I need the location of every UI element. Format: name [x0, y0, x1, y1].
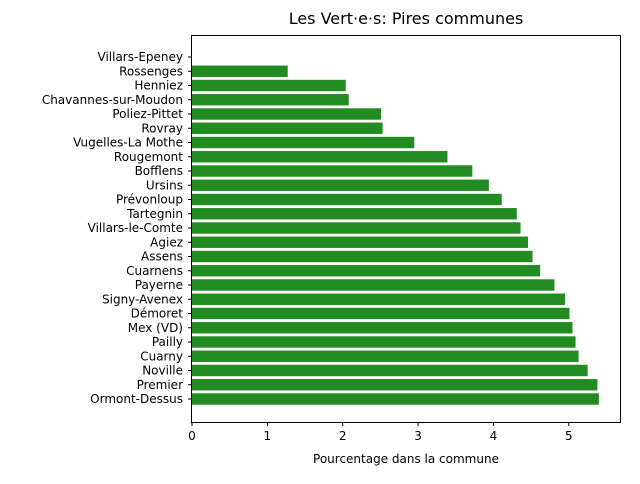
y-axis-ticks: Villars-EpeneyRossengesHenniezChavannes-… — [42, 50, 192, 406]
y-tick-label: Ursins — [146, 178, 183, 192]
bar — [192, 350, 579, 362]
plot-frame — [191, 35, 621, 423]
bar — [192, 250, 533, 263]
bar — [192, 293, 565, 305]
bar — [192, 364, 588, 377]
bar — [192, 179, 489, 191]
chart-title: Les Vert·e·s: Pires communes — [289, 9, 524, 28]
y-tick-label: Rossenges — [119, 64, 183, 78]
bar — [192, 379, 598, 391]
y-tick-label: Signy-Avenex — [102, 292, 183, 306]
x-axis-label: Pourcentage dans la commune — [313, 452, 499, 466]
x-tick-label: 2 — [339, 429, 347, 443]
x-tick-label: 0 — [188, 429, 196, 443]
x-axis-ticks: 0 1 2 3 4 5 — [188, 422, 573, 443]
x-tick-label: 5 — [565, 429, 573, 443]
bar — [192, 393, 599, 405]
y-tick-label: Ormont-Dessus — [90, 392, 183, 406]
y-tick-label: Démoret — [131, 307, 184, 321]
bar — [192, 108, 382, 120]
y-tick-label: Prévonloup — [116, 193, 183, 207]
bar — [192, 265, 541, 277]
bar — [192, 122, 383, 134]
y-tick-label: Assens — [141, 250, 183, 264]
y-tick-label: Tartegnin — [126, 207, 183, 221]
x-tick-label: 4 — [490, 429, 498, 443]
bar — [192, 193, 502, 206]
y-tick-label: Rougemont — [114, 150, 183, 164]
y-tick-label: Cuarnens — [126, 264, 183, 278]
bar — [192, 336, 576, 348]
bar — [192, 165, 473, 177]
y-tick-label: Villars-Epeney — [98, 50, 184, 64]
bar — [192, 236, 529, 248]
y-tick-label: Agiez — [150, 235, 183, 249]
bar — [192, 208, 517, 220]
y-tick-label: Noville — [142, 364, 183, 378]
y-tick-label: Bofflens — [135, 164, 183, 178]
y-tick-label: Chavannes-sur-Moudon — [42, 93, 183, 107]
y-tick-label: Vugelles-La Mothe — [73, 136, 183, 150]
bar — [192, 151, 448, 163]
bar — [192, 307, 570, 320]
bars-group — [192, 65, 599, 405]
bar — [192, 279, 555, 291]
y-tick-label: Premier — [137, 378, 183, 392]
y-tick-label: Poliez-Pittet — [112, 107, 183, 121]
y-tick-label: Villars-le-Comte — [88, 221, 183, 235]
bar — [192, 322, 573, 334]
bar — [192, 65, 288, 77]
bar — [192, 94, 349, 106]
y-tick-label: Pailly — [152, 335, 183, 349]
y-tick-label: Henniez — [134, 79, 183, 93]
y-tick-label: Payerne — [135, 278, 183, 292]
y-tick-label: Mex (VD) — [128, 321, 183, 335]
x-tick-label: 3 — [414, 429, 422, 443]
bar — [192, 79, 346, 92]
x-tick-label: 1 — [264, 429, 272, 443]
bar — [192, 222, 521, 234]
y-tick-label: Cuarny — [140, 349, 183, 363]
y-tick-label: Rovray — [141, 121, 183, 135]
bar — [192, 136, 415, 149]
